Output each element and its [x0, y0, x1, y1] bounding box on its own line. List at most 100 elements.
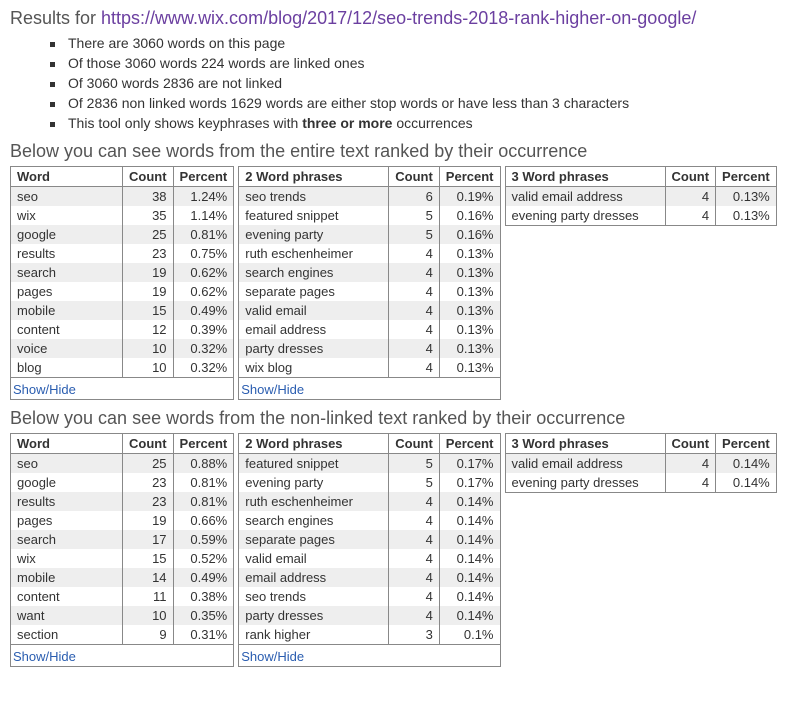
cell-percent: 0.75%: [173, 244, 234, 263]
table-row: seo250.88%: [11, 454, 234, 474]
cell-word: email address: [239, 320, 389, 339]
cell-count: 10: [123, 606, 174, 625]
cell-word: wix: [11, 206, 123, 225]
cell-word: want: [11, 606, 123, 625]
table-row: valid email40.14%: [239, 549, 500, 568]
table-row: evening party dresses40.13%: [505, 206, 776, 226]
cell-percent: 0.35%: [173, 606, 234, 625]
info-item: Of 2836 non linked words 1629 words are …: [50, 93, 792, 113]
cell-count: 23: [123, 244, 174, 263]
results-header-prefix: Results for: [10, 8, 101, 28]
col-header-count: Count: [389, 167, 440, 187]
cell-percent: 0.17%: [439, 473, 500, 492]
keyphrase-table: WordCountPercentseo250.88%google230.81%r…: [10, 433, 234, 645]
col-header-percent: Percent: [439, 434, 500, 454]
cell-count: 4: [665, 473, 716, 493]
info-item: This tool only shows keyphrases with thr…: [50, 113, 792, 133]
cell-percent: 0.81%: [173, 492, 234, 511]
col-header-count: Count: [123, 434, 174, 454]
table-row: email address40.14%: [239, 568, 500, 587]
col-header-percent: Percent: [716, 167, 777, 187]
keyphrase-table: 3 Word phrasesCountPercentvalid email ad…: [505, 433, 777, 493]
cell-word: results: [11, 492, 123, 511]
cell-count: 11: [123, 587, 174, 606]
cell-count: 38: [123, 187, 174, 207]
table-row: valid email address40.14%: [505, 454, 776, 474]
cell-percent: 0.19%: [439, 187, 500, 207]
show-hide-link[interactable]: Show/Hide: [238, 645, 500, 667]
cell-percent: 0.14%: [439, 587, 500, 606]
cell-count: 4: [389, 511, 440, 530]
results-url-link[interactable]: https://www.wix.com/blog/2017/12/seo-tre…: [101, 8, 696, 28]
cell-percent: 1.14%: [173, 206, 234, 225]
cell-count: 4: [389, 320, 440, 339]
cell-percent: 1.24%: [173, 187, 234, 207]
cell-word: featured snippet: [239, 206, 389, 225]
cell-percent: 0.14%: [439, 606, 500, 625]
cell-percent: 0.14%: [439, 492, 500, 511]
cell-word: search: [11, 263, 123, 282]
col-header-percent: Percent: [173, 167, 234, 187]
table-row: search engines40.13%: [239, 263, 500, 282]
cell-word: results: [11, 244, 123, 263]
cell-word: evening party dresses: [505, 473, 665, 493]
cell-count: 4: [665, 206, 716, 226]
cell-count: 23: [123, 473, 174, 492]
cell-word: ruth eschenheimer: [239, 492, 389, 511]
cell-percent: 0.52%: [173, 549, 234, 568]
cell-percent: 0.16%: [439, 225, 500, 244]
cell-word: mobile: [11, 301, 123, 320]
col-header-word: 3 Word phrases: [505, 434, 665, 454]
cell-percent: 0.14%: [439, 511, 500, 530]
cell-percent: 0.14%: [439, 530, 500, 549]
table-row: results230.81%: [11, 492, 234, 511]
cell-percent: 0.13%: [439, 244, 500, 263]
cell-word: content: [11, 587, 123, 606]
cell-word: valid email: [239, 549, 389, 568]
cell-percent: 0.14%: [439, 568, 500, 587]
cell-count: 23: [123, 492, 174, 511]
info-item: There are 3060 words on this page: [50, 33, 792, 53]
col-header-count: Count: [665, 434, 716, 454]
cell-count: 10: [123, 339, 174, 358]
table-row: ruth eschenheimer40.14%: [239, 492, 500, 511]
cell-word: wix: [11, 549, 123, 568]
cell-word: evening party dresses: [505, 206, 665, 226]
cell-word: separate pages: [239, 530, 389, 549]
cell-word: party dresses: [239, 606, 389, 625]
table-row: pages190.62%: [11, 282, 234, 301]
cell-count: 4: [665, 187, 716, 207]
cell-percent: 0.66%: [173, 511, 234, 530]
cell-word: seo: [11, 187, 123, 207]
cell-count: 4: [389, 358, 440, 378]
cell-count: 5: [389, 473, 440, 492]
cell-word: valid email address: [505, 187, 665, 207]
show-hide-link[interactable]: Show/Hide: [238, 378, 500, 400]
keyphrase-table: WordCountPercentseo381.24%wix351.14%goog…: [10, 166, 234, 378]
table-row: ruth eschenheimer40.13%: [239, 244, 500, 263]
table-row: party dresses40.14%: [239, 606, 500, 625]
cell-percent: 0.81%: [173, 225, 234, 244]
table-row: seo trends60.19%: [239, 187, 500, 207]
cell-percent: 0.13%: [716, 187, 777, 207]
cell-percent: 0.16%: [439, 206, 500, 225]
cell-word: rank higher: [239, 625, 389, 645]
col-header-count: Count: [123, 167, 174, 187]
cell-percent: 0.59%: [173, 530, 234, 549]
cell-count: 10: [123, 358, 174, 378]
col-header-count: Count: [665, 167, 716, 187]
table-row: evening party50.17%: [239, 473, 500, 492]
cell-count: 4: [389, 263, 440, 282]
cell-count: 5: [389, 206, 440, 225]
cell-count: 3: [389, 625, 440, 645]
cell-word: ruth eschenheimer: [239, 244, 389, 263]
cell-word: email address: [239, 568, 389, 587]
cell-percent: 0.49%: [173, 301, 234, 320]
cell-count: 4: [389, 549, 440, 568]
show-hide-link[interactable]: Show/Hide: [10, 645, 234, 667]
table-row: search190.62%: [11, 263, 234, 282]
show-hide-link[interactable]: Show/Hide: [10, 378, 234, 400]
table-row: evening party50.16%: [239, 225, 500, 244]
table-row: seo381.24%: [11, 187, 234, 207]
section-header: Below you can see words from the entire …: [10, 141, 792, 162]
